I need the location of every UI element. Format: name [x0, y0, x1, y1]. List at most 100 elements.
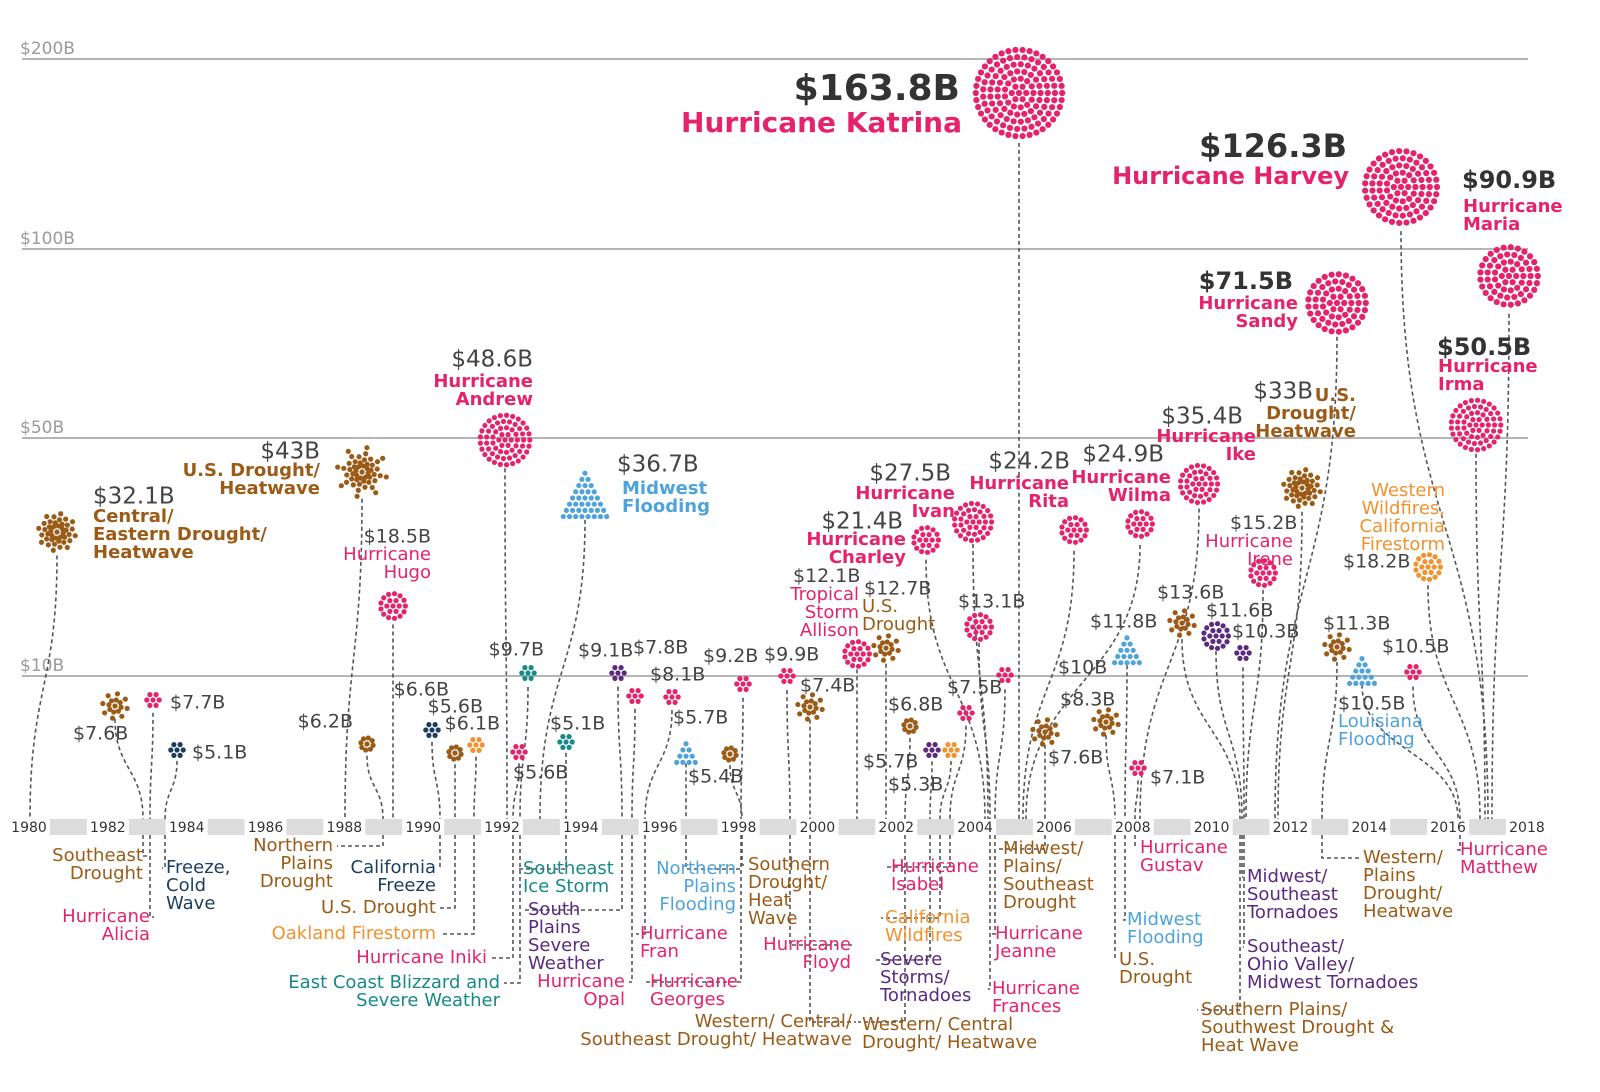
dot [506, 455, 513, 461]
dot [961, 527, 967, 533]
dot [1019, 132, 1026, 140]
event-name-label: Central/ [93, 506, 174, 527]
dot [1388, 149, 1396, 156]
dot [1436, 570, 1442, 576]
dot [1175, 615, 1182, 621]
dot [391, 591, 398, 597]
dot [998, 129, 1005, 136]
dot [588, 482, 594, 489]
dot [359, 469, 365, 475]
dot [1202, 481, 1208, 487]
event-name-label: Firestorm [1361, 534, 1445, 555]
dot [1133, 532, 1139, 539]
dot [1026, 48, 1033, 55]
cost-label: $7.6B [1048, 747, 1103, 769]
dot [1342, 327, 1349, 334]
event-name-label: Frances [992, 996, 1061, 1017]
dot [1201, 636, 1207, 642]
dot [1204, 625, 1210, 631]
dot [1362, 299, 1369, 307]
dot [513, 744, 519, 750]
dot [638, 693, 644, 699]
dot [1294, 488, 1300, 495]
dot [604, 513, 610, 520]
dot [531, 670, 537, 676]
event-name-label: U.S. Drought [321, 897, 436, 918]
dot [1307, 289, 1314, 296]
cost-label: $18.2B [1343, 551, 1410, 573]
dot [1194, 462, 1201, 469]
dot [1078, 537, 1084, 543]
dot [1432, 554, 1438, 560]
dot [976, 519, 982, 525]
connector-line [1456, 835, 1461, 851]
event-name-label: Eastern Drought/ [93, 524, 267, 545]
x-tick-label: 2006 [1036, 820, 1072, 836]
dot [966, 507, 972, 514]
event-bubble-flooding [1112, 635, 1142, 666]
dot [1486, 283, 1494, 290]
dot [1203, 491, 1209, 497]
dot [1021, 110, 1028, 118]
dot [482, 451, 488, 458]
dot [981, 79, 988, 86]
dot [1504, 251, 1511, 258]
dot [1363, 173, 1370, 180]
cost-label: $9.2B [703, 645, 758, 667]
dot [929, 747, 935, 753]
dot [883, 645, 889, 651]
dot [1423, 197, 1430, 204]
dot [1526, 265, 1533, 273]
dot [632, 693, 638, 699]
dot [429, 727, 435, 733]
dot [1387, 193, 1394, 200]
dot [484, 440, 490, 446]
dot [1371, 680, 1377, 687]
cost-label: $13.6B [1157, 582, 1224, 604]
event-name-label: Midwest [1127, 909, 1201, 930]
event-name-label: Hurricane [1463, 196, 1563, 217]
event-bubble-flooding [674, 741, 698, 765]
dot [377, 473, 383, 479]
dot [1045, 69, 1052, 76]
dot [1396, 205, 1403, 212]
x-tick-label: 1982 [90, 820, 126, 836]
dot [490, 434, 496, 440]
dot [1389, 164, 1396, 171]
dot [1477, 404, 1484, 410]
dot [987, 525, 994, 531]
dot [338, 483, 344, 489]
dot [426, 732, 432, 738]
dot [1430, 198, 1438, 205]
dot [432, 722, 438, 728]
dot [585, 513, 591, 520]
dot [1065, 527, 1071, 533]
dot [1493, 298, 1500, 306]
dot [393, 598, 399, 604]
event-name-label: Western/ Central/ [695, 1011, 853, 1032]
dot [1462, 399, 1469, 406]
dot [1418, 203, 1426, 210]
dot [1051, 89, 1059, 97]
dot [810, 709, 817, 715]
dot [1325, 280, 1332, 287]
dot [1001, 74, 1008, 81]
dot [972, 612, 978, 619]
dot [1127, 641, 1133, 647]
dot [1014, 53, 1021, 61]
dot [1526, 292, 1534, 299]
dot [1346, 646, 1352, 653]
dot [1108, 715, 1114, 722]
dot [363, 451, 369, 457]
dot [1051, 82, 1058, 89]
dot [1495, 263, 1502, 270]
dot [1328, 313, 1335, 320]
event-name-label: Tornadoes [1246, 902, 1338, 923]
dot [355, 487, 361, 493]
dot [1425, 176, 1432, 183]
dot [1001, 105, 1008, 112]
cost-label: $5.4B [688, 766, 743, 788]
event-name-label: East Coast Blizzard and [288, 972, 500, 993]
dot [1461, 419, 1467, 425]
dot [118, 704, 124, 710]
